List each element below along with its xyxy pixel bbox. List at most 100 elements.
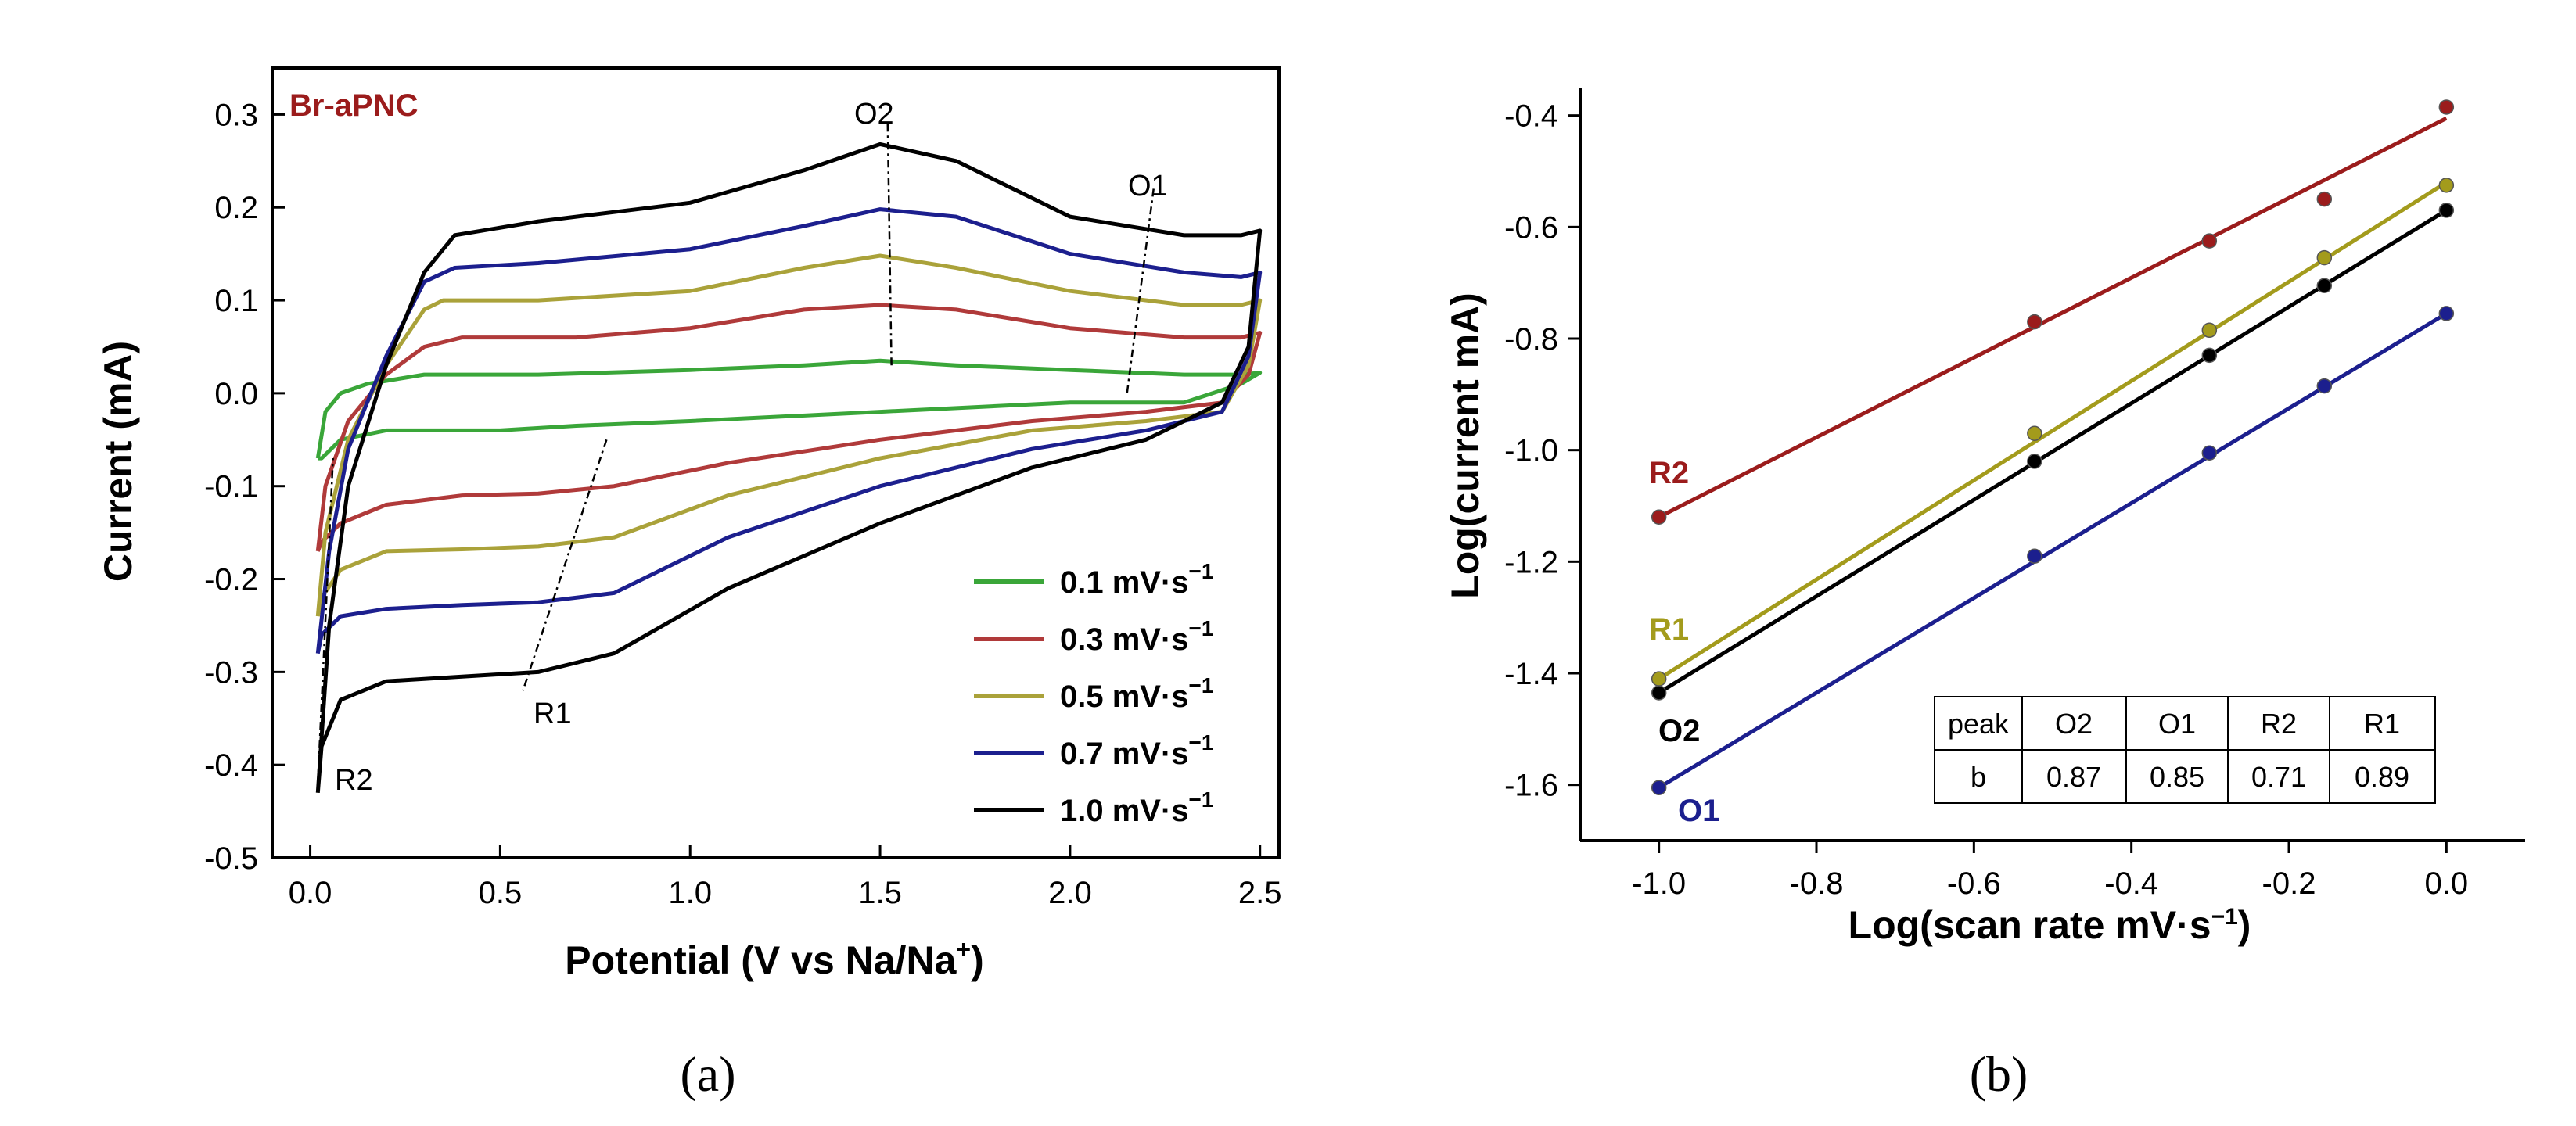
panel-a-y-ticks: -0.5 -0.4 -0.3 -0.2 -0.1 0.0 0.1 0.2 0.3 [204,98,285,876]
peak-label-r2: R2 [335,764,373,797]
x-tick-label: -0.4 [2104,866,2158,901]
y-tick-label: -0.6 [1504,210,1558,245]
panel-b-y-ticks: -1.6 -1.4 -1.2 -1.0 -0.8 -0.6 -0.4 [1504,99,1580,803]
y-tick-label: -0.4 [204,748,258,783]
legend-label: 0.7 mV·s−1 [1060,730,1213,771]
y-tick-label: 0.0 [214,377,258,411]
y-tick-label: 0.3 [214,98,258,132]
data-point [1651,780,1667,795]
data-point [2316,278,2333,293]
y-tick-label: -1.2 [1504,545,1558,579]
data-point [1651,509,1667,525]
panel-a-y-axis-title: Current (mA) [96,341,140,582]
cv-curve [315,253,1263,617]
data-point [1651,671,1667,687]
y-tick-label: -0.8 [1504,322,1558,357]
y-tick-label: 0.1 [214,284,258,318]
x-tick-label: 1.0 [668,876,712,910]
table-header-cell: R1 [2364,708,2400,740]
data-point [2316,191,2333,207]
x-tick-label: -0.8 [1790,866,1844,901]
data-point [2201,445,2218,461]
data-point [2201,322,2218,339]
peak-label-o1: O1 [1128,170,1168,203]
cv-curve [315,303,1263,552]
x-tick-label: 0.0 [289,876,332,910]
data-point [2027,454,2042,469]
panel-a-peak-guides [317,124,1155,784]
panel-b-chart: -1.6 -1.4 -1.2 -1.0 -0.8 -0.6 -0.4 -1.0 -0.8 -0.… [1443,88,2525,1102]
table-cell: 0.87 [2046,761,2101,793]
panel-b-x-axis-title: Log(scan rate mV·s−1) [1848,903,2251,947]
peak-guide-line [317,458,334,784]
y-tick-label: -1.6 [1504,769,1558,803]
b-value-table: peak O2 O1 R2 R1 b 0.87 0.85 0.71 0.89 [1934,696,2436,804]
peak-guide-line [886,124,893,366]
data-point [2438,99,2455,115]
legend-label: 0.3 mV·s−1 [1060,616,1213,657]
data-point [2316,378,2333,394]
series-label-r1: R1 [1649,612,1689,647]
table-header-cell: O1 [2158,708,2196,740]
table-cell: 0.89 [2355,761,2409,793]
data-point [2438,178,2455,193]
fit-line [1658,311,2448,790]
data-point [2201,347,2218,364]
peak-label-o2: O2 [854,98,894,131]
x-tick-label: -0.6 [1947,866,2001,901]
data-point [2438,306,2455,321]
data-point [2027,548,2042,564]
peak-guide-line [1126,188,1155,394]
data-point [2027,425,2042,442]
sample-label: Br-aPNC [289,88,418,123]
series-label-o2: O2 [1658,714,1700,748]
y-tick-label: -0.1 [204,470,258,504]
x-tick-label: -0.2 [2262,866,2316,901]
y-tick-label: -0.3 [204,655,258,690]
x-tick-label: 2.0 [1048,876,1092,910]
x-tick-label: 2.5 [1238,876,1282,910]
panel-a-x-ticks: 0.0 0.5 1.0 1.5 2.0 2.5 [289,845,1282,910]
panel-a-curves [315,142,1263,794]
y-tick-label: -1.0 [1504,434,1558,468]
legend-label: 0.1 mV·s−1 [1060,559,1213,600]
table-header-cell: O2 [2055,708,2093,740]
x-tick-label: 1.5 [858,876,902,910]
table-cell: b [1971,761,1986,793]
table-cell: 0.85 [2150,761,2204,793]
y-tick-label: -0.4 [1504,99,1558,134]
panel-a-plot-frame [271,66,1281,859]
data-point [2201,233,2218,249]
panel-a-label: (a) [680,1046,735,1102]
fit-line [1658,181,2448,681]
data-point [1651,685,1667,701]
y-tick-label: -0.2 [204,563,258,597]
panel-b-series [1651,99,2455,795]
cv-curve [315,207,1263,654]
data-point [2027,314,2042,330]
cv-curve [315,358,1263,461]
data-point [2316,249,2333,266]
peak-label-r1: R1 [534,697,572,730]
x-tick-label: 0.5 [479,876,523,910]
panel-b-y-axis-title: Log(current mA) [1443,292,1487,599]
cv-curve [315,142,1263,794]
series-label-r2: R2 [1649,456,1689,490]
table-header-cell: peak [1948,708,2010,740]
legend-label: 0.5 mV·s−1 [1060,673,1213,714]
legend-label: 1.0 mV·s−1 [1060,787,1213,828]
y-tick-label: -0.5 [204,841,258,876]
table-cell: 0.71 [2251,761,2306,793]
data-point [2438,203,2455,218]
table-header-cell: R2 [2261,708,2297,740]
y-tick-label: -1.4 [1504,657,1558,691]
panel-a-x-axis-title: Potential (V vs Na/Na+) [565,935,984,982]
x-tick-label: 0.0 [2425,866,2469,901]
x-tick-label: -1.0 [1632,866,1686,901]
fit-line [1658,117,2448,519]
y-tick-label: 0.2 [214,191,258,225]
panel-a-legend: 0.1 mV·s−1 0.3 mV·s−1 0.5 mV·s−1 0.7 mV·s−1… [974,559,1213,828]
panel-b-x-ticks: -1.0 -0.8 -0.6 -0.4 -0.2 0.0 [1632,841,2468,901]
panel-a-chart: -0.5 -0.4 -0.3 -0.2 -0.1 0.0 0.1 0.2 0.3 0.0 0.5 1… [96,66,1282,1102]
